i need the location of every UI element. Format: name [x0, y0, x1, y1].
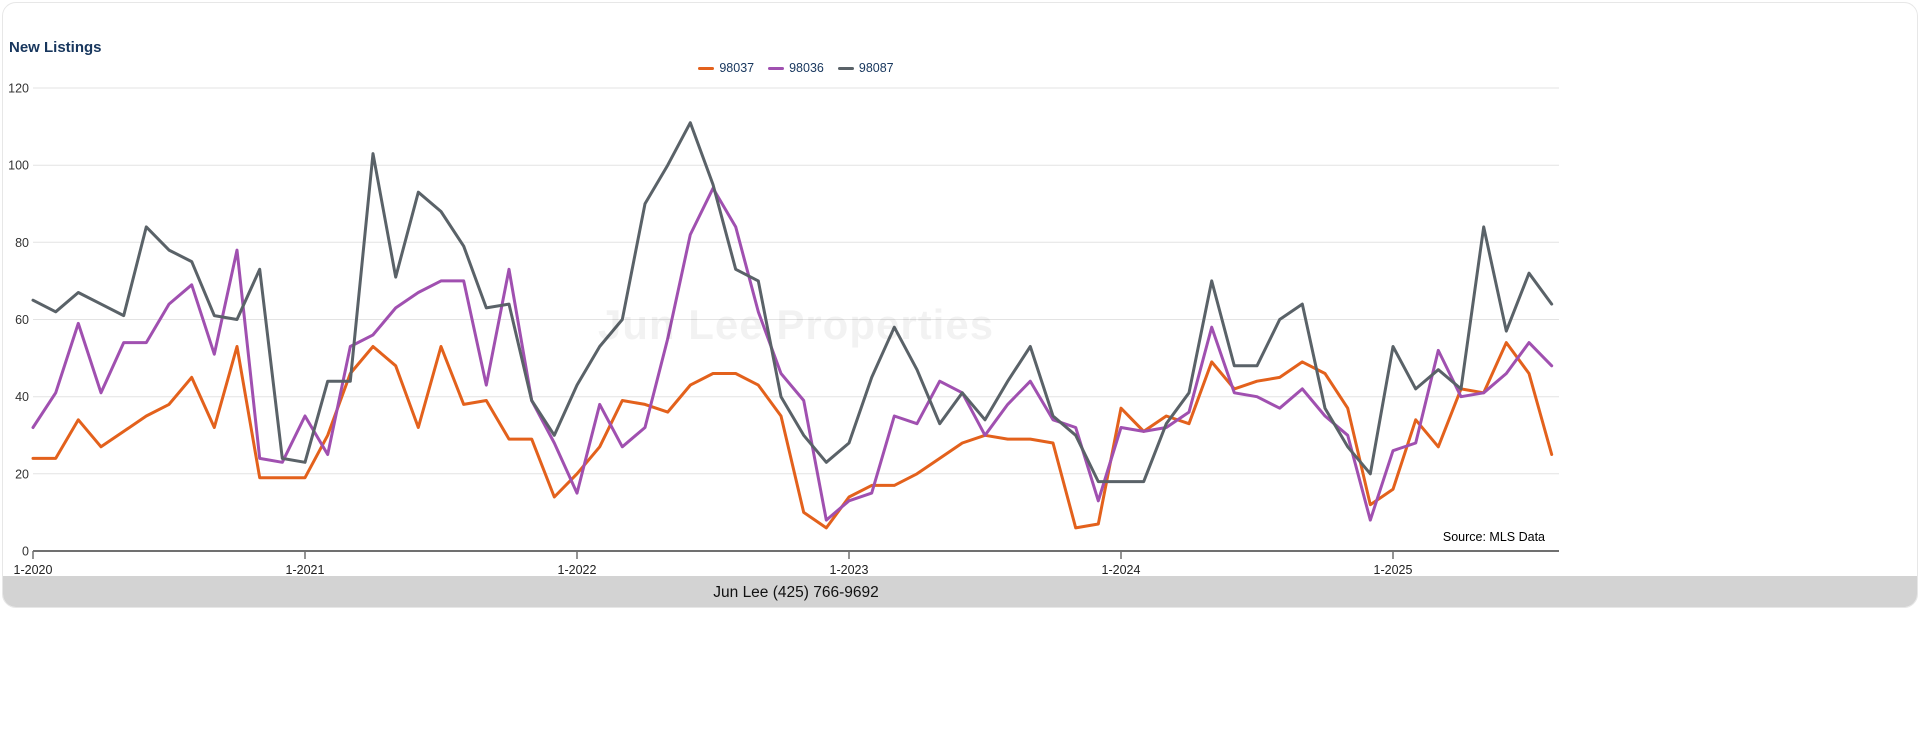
x-axis-label: 1-2022	[558, 563, 597, 577]
line-chart[interactable]: 0 20 40 60 80 100 120 1-2020 1-2021 1-2022 1-2023 1…	[3, 3, 1918, 583]
legend-item-98087[interactable]: 98087	[837, 61, 894, 75]
y-axis-label: 80	[15, 236, 29, 250]
source-note: Source: MLS Data	[1442, 530, 1545, 544]
legend-label: 98087	[858, 61, 894, 75]
series-line-98036	[31, 186, 1554, 522]
legend-label: 98036	[789, 61, 824, 75]
x-axis-label: 1-2023	[830, 563, 869, 577]
legend-swatch-purple-icon	[768, 66, 785, 70]
chart-legend: 98037 98036 98087	[33, 61, 1559, 75]
legend-item-98037[interactable]: 98037	[698, 61, 754, 75]
chart-card: 0 20 40 60 80 100 120 1-2020 1-2021 1-2022 1-2023 1…	[2, 2, 1918, 608]
y-axis-label: 20	[15, 467, 29, 481]
x-axis-label: 1-2021	[286, 563, 325, 577]
y-axis-label: 120	[8, 82, 29, 96]
y-axis-label: 40	[15, 390, 29, 404]
plot-area: 0 20 40 60 80 100 120 1-2020 1-2021 1-2022 1-2023 1…	[3, 3, 1918, 583]
chart-title: New Listings	[9, 39, 102, 56]
series-line-98037	[31, 341, 1554, 530]
footer-bar: Jun Lee (425) 766-9692	[3, 576, 1917, 607]
legend-swatch-orange-icon	[698, 66, 715, 70]
x-axis-label: 1-2024	[1102, 563, 1141, 577]
legend-item-98036[interactable]: 98036	[768, 61, 824, 75]
x-axis-label: 1-2025	[1374, 563, 1413, 577]
series-line-98087	[31, 121, 1554, 484]
y-axis-label: 60	[15, 313, 29, 327]
y-axis-label: 0	[22, 545, 29, 559]
x-axis-label: 1-2020	[14, 563, 53, 577]
legend-label: 98037	[719, 61, 755, 75]
legend-swatch-gray-icon	[837, 66, 854, 70]
footer-text: Jun Lee (425) 766-9692	[713, 583, 879, 601]
y-axis-label: 100	[8, 159, 29, 173]
